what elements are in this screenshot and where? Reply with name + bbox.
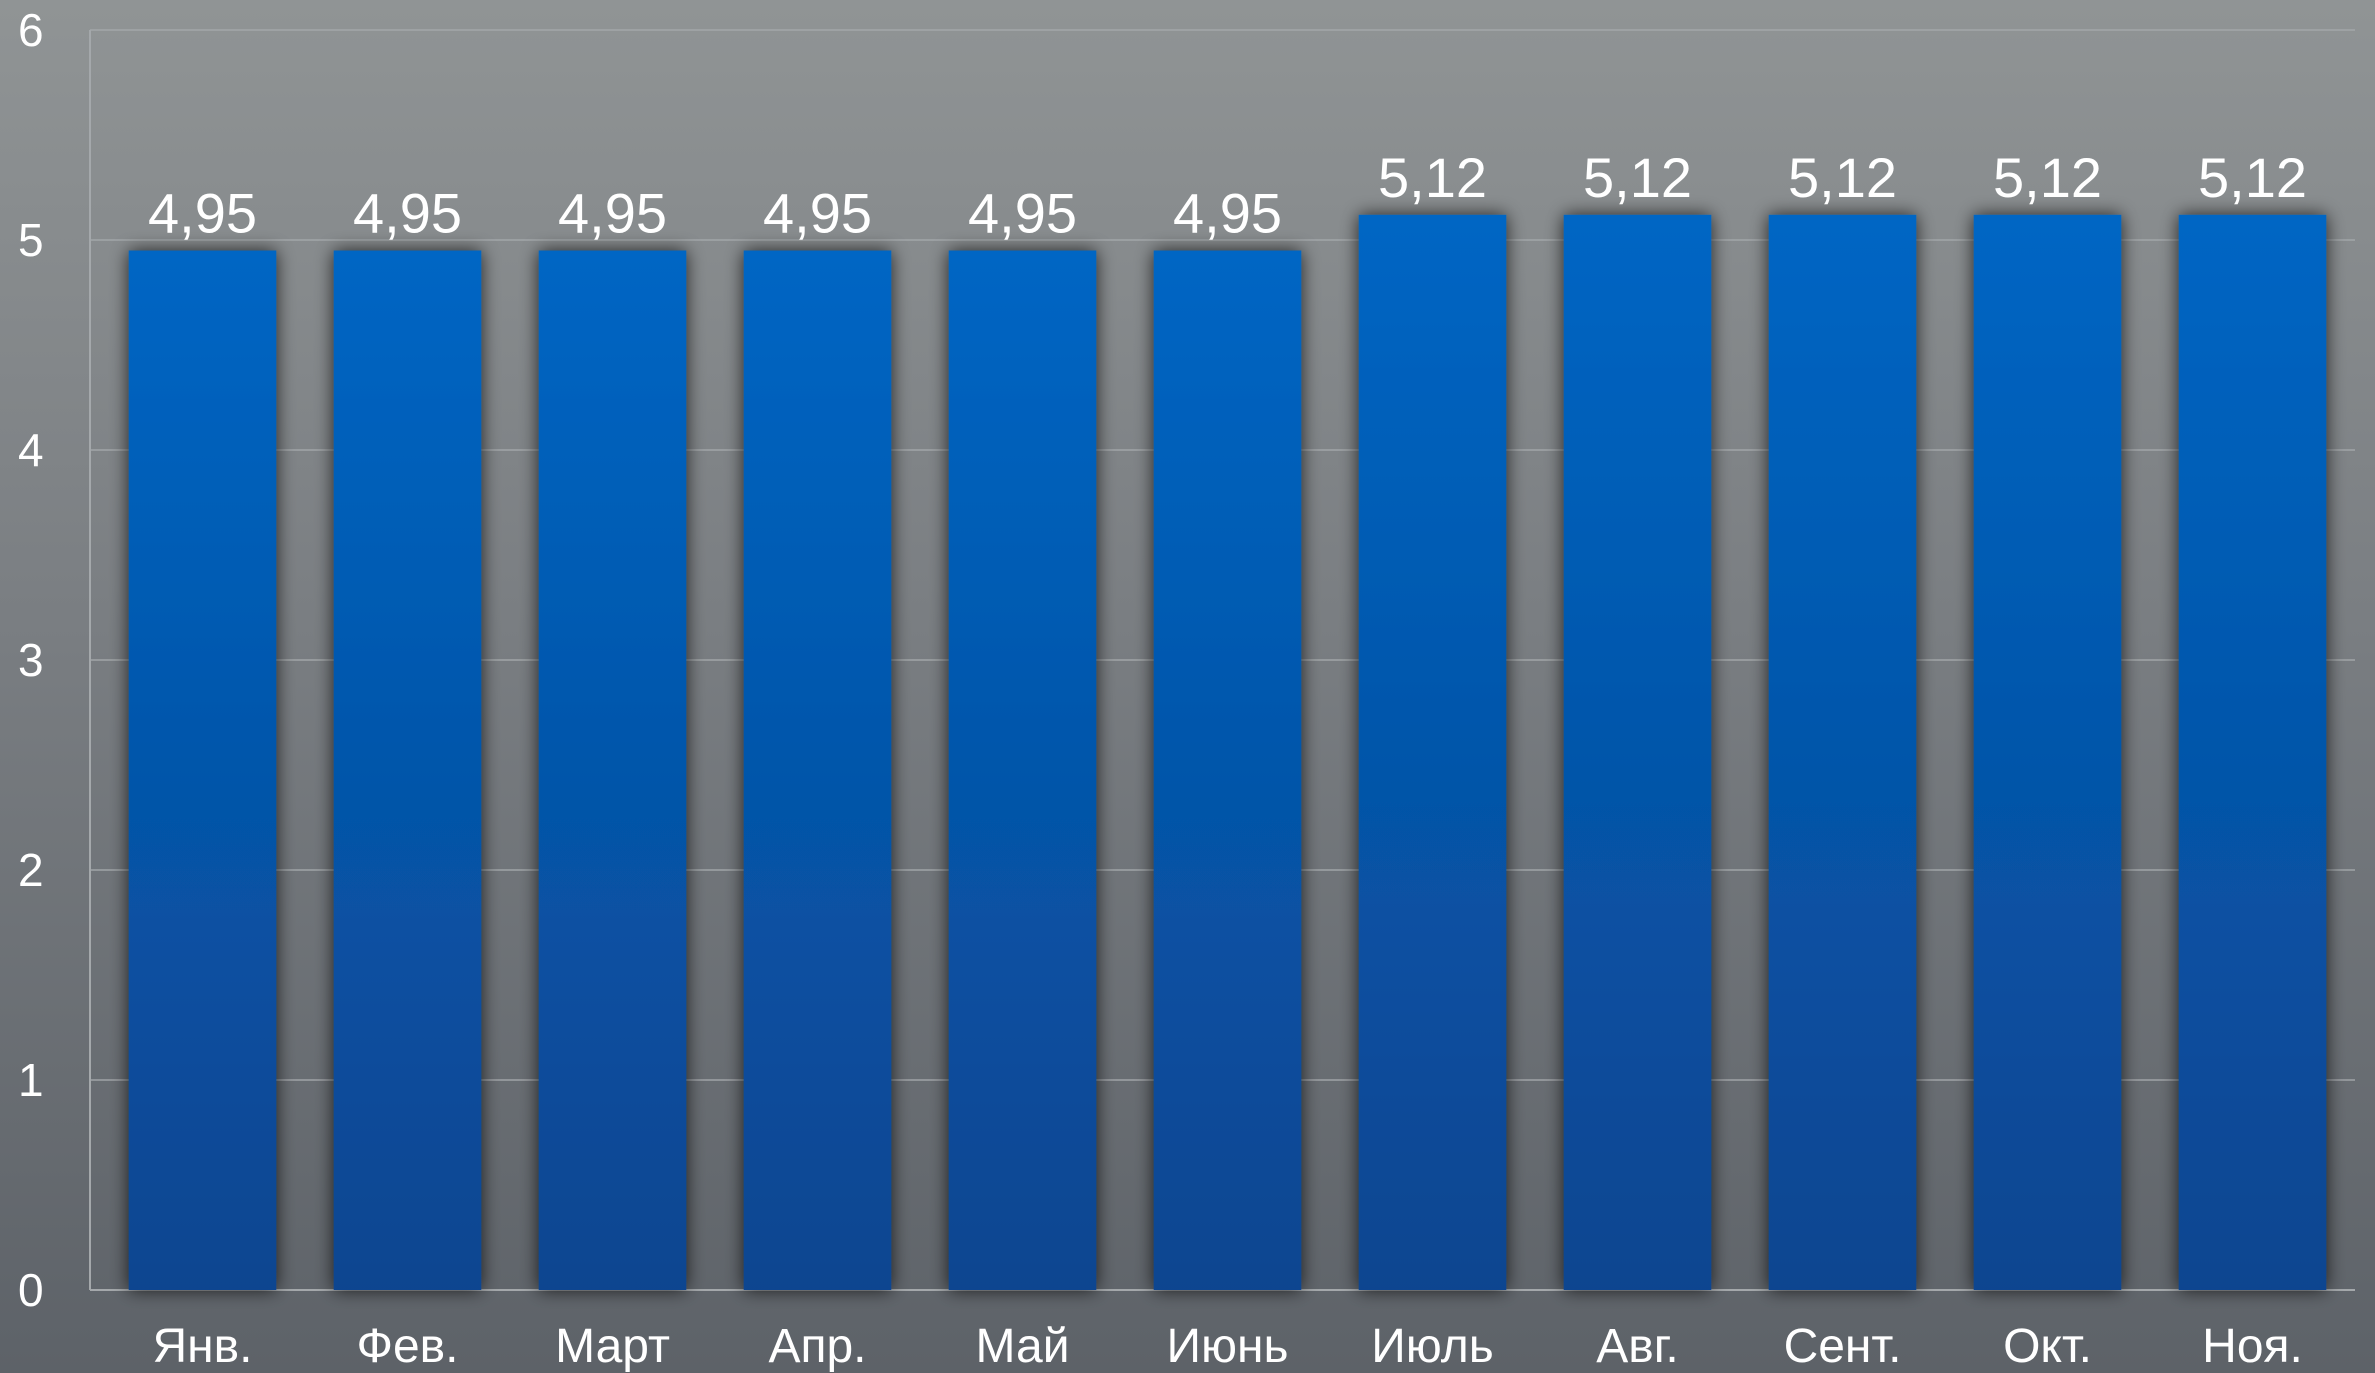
- bar-2: [333, 250, 482, 1290]
- y-tick-label: 2: [18, 844, 44, 896]
- bar-4: [743, 250, 892, 1290]
- y-tick-label: 4: [18, 424, 44, 476]
- bar-1: [128, 250, 277, 1290]
- data-label: 5,12: [1378, 146, 1487, 209]
- labels: 0 1 2 3 4 5 6 4,95 Янв. 4,95 Фев. 4,95 Март 4,95 Апр. 4…: [18, 4, 2307, 1373]
- bar-5: [948, 250, 1097, 1290]
- bar-11: [2178, 214, 2327, 1290]
- data-label: 4,95: [763, 182, 872, 245]
- x-tick-label: Окт.: [2003, 1320, 2092, 1373]
- y-tick-label: 3: [18, 634, 44, 686]
- y-tick-label: 6: [18, 4, 44, 56]
- x-tick-label: Июнь: [1166, 1320, 1288, 1373]
- y-tick-label: 0: [18, 1264, 44, 1316]
- data-label: 5,12: [1993, 146, 2102, 209]
- x-tick-label: Сент.: [1784, 1320, 1902, 1373]
- data-label: 4,95: [353, 182, 462, 245]
- data-label: 4,95: [558, 182, 667, 245]
- bar-8: [1563, 214, 1712, 1290]
- x-tick-label: Март: [555, 1320, 670, 1373]
- data-label: 5,12: [1583, 146, 1692, 209]
- x-tick-label: Апр.: [768, 1320, 866, 1373]
- bar-7: [1358, 214, 1507, 1290]
- x-tick-label: Авг.: [1596, 1320, 1679, 1373]
- y-tick-label: 5: [18, 214, 44, 266]
- data-label: 4,95: [148, 182, 257, 245]
- x-tick-label: Июль: [1371, 1320, 1493, 1373]
- bar-9: [1768, 214, 1917, 1290]
- bar-10: [1973, 214, 2122, 1290]
- data-label: 5,12: [1788, 146, 1897, 209]
- bar-3: [538, 250, 687, 1290]
- data-label: 4,95: [1173, 182, 1282, 245]
- data-label: 4,95: [968, 182, 1077, 245]
- x-tick-label: Ноя.: [2202, 1320, 2303, 1373]
- x-tick-label: Фев.: [356, 1320, 458, 1373]
- x-tick-label: Май: [975, 1320, 1069, 1373]
- data-label: 5,12: [2198, 146, 2307, 209]
- bars: [128, 214, 2327, 1290]
- bar-6: [1153, 250, 1302, 1290]
- x-tick-label: Янв.: [152, 1320, 252, 1373]
- y-tick-label: 1: [18, 1054, 44, 1106]
